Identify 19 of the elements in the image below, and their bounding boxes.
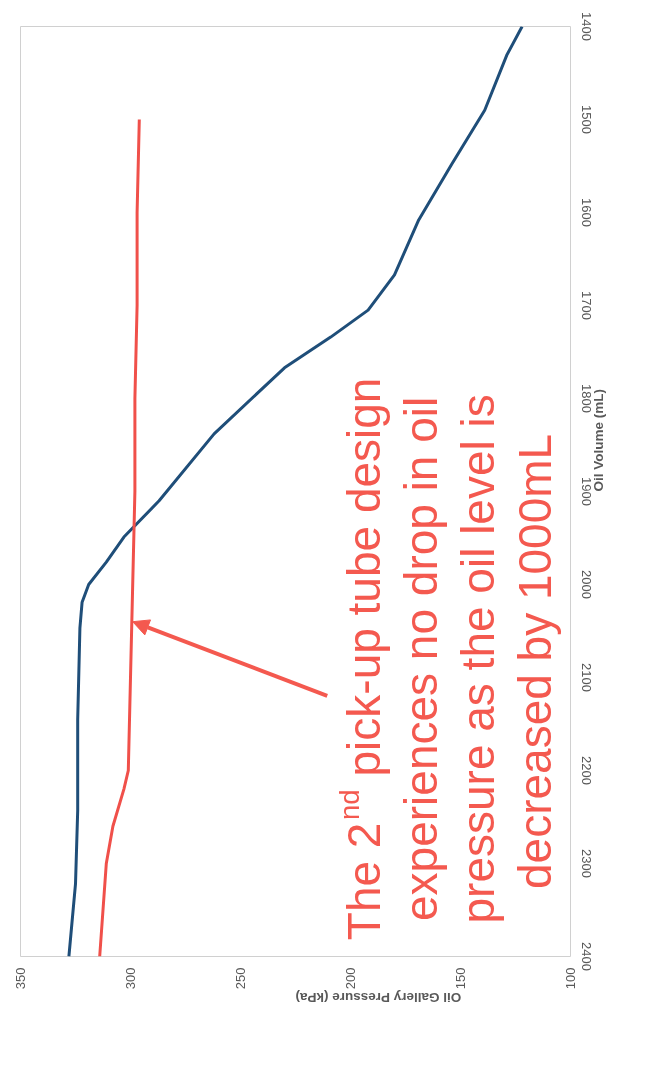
y-tick-label: 1900 bbox=[578, 477, 594, 506]
x-tick-label: 350 bbox=[13, 967, 28, 990]
y-tick-label: 1700 bbox=[578, 291, 594, 320]
y-tick-label: 1500 bbox=[578, 105, 594, 134]
y-tick-label: 2000 bbox=[578, 570, 594, 599]
x-tick-label: 150 bbox=[453, 967, 468, 990]
x-tick-label: 300 bbox=[123, 967, 138, 990]
y-tick-label: 2300 bbox=[578, 849, 594, 878]
x-axis-title: Oil Gallery Pressure (kPa) bbox=[295, 989, 462, 1005]
y-tick-label: 2200 bbox=[578, 756, 594, 785]
x-tick-label: 200 bbox=[343, 967, 358, 990]
y-tick-label: 1600 bbox=[578, 198, 594, 227]
y-axis-title: Oil Volume (mL) bbox=[591, 388, 606, 492]
x-tick-label: 100 bbox=[563, 967, 578, 990]
y-tick-label: 1800 bbox=[578, 384, 594, 413]
y-tick-label: 2400 bbox=[578, 942, 594, 971]
x-tick-label: 250 bbox=[233, 967, 248, 990]
y-tick-label: 2100 bbox=[578, 663, 594, 692]
y-tick-label: 1400 bbox=[578, 12, 594, 41]
